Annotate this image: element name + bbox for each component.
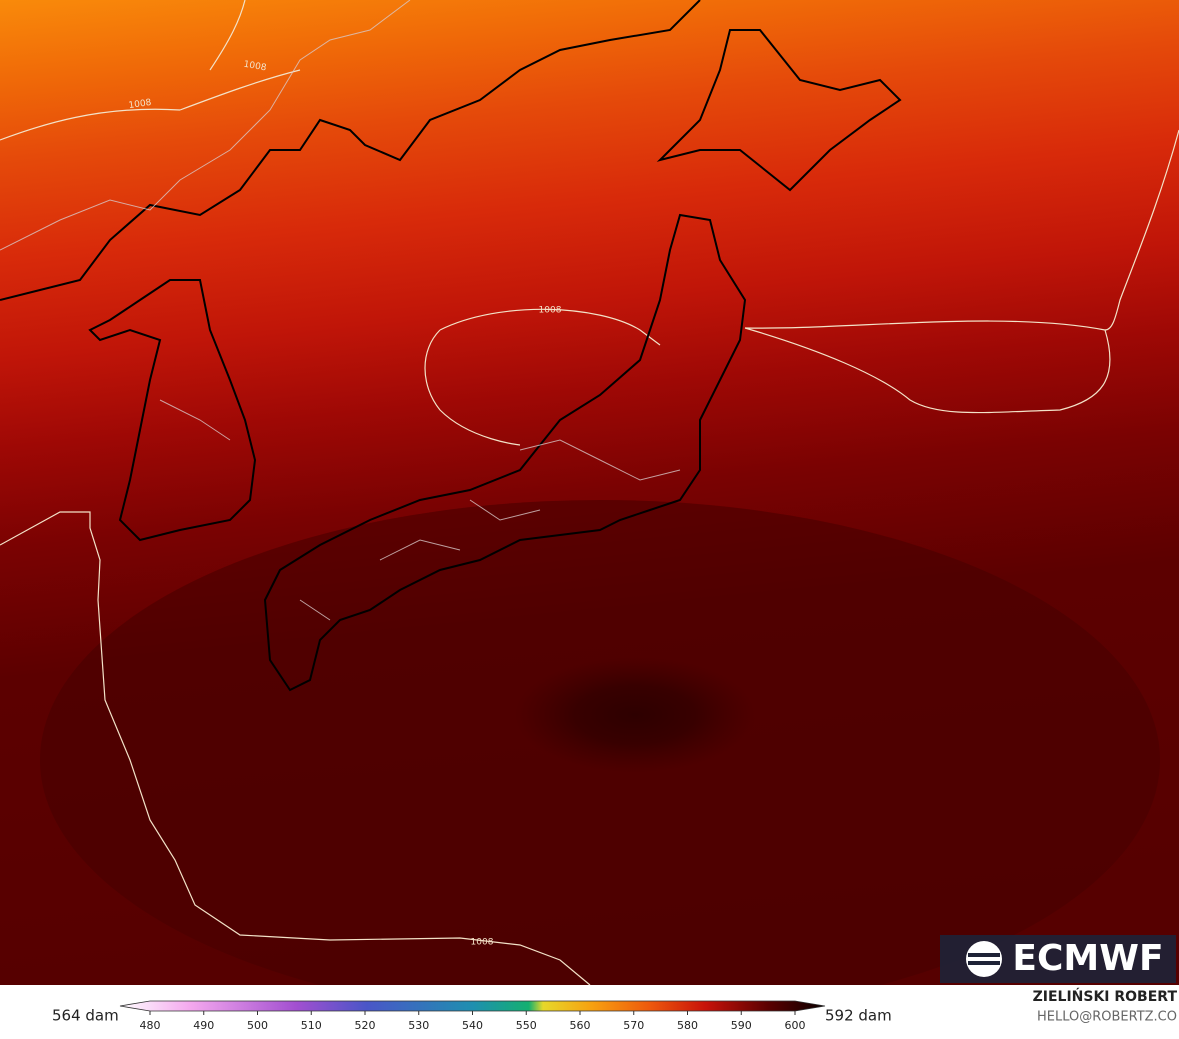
logo: ECMWF [940,935,1176,983]
colorbar [119,1000,826,1012]
colorbar-tick-label: 500 [247,1019,268,1032]
colorbar-min-label: 564 dam [52,1007,119,1025]
colorbar-tick-label: 520 [355,1019,376,1032]
colorbar-tick-label: 490 [193,1019,214,1032]
colorbar-tick-label: 540 [462,1019,483,1032]
height-field-core [515,657,755,773]
isobar [209,0,246,71]
isobar [0,69,301,141]
isobar-label: 1008 [539,306,562,316]
isobar-label: 1008 [128,98,152,111]
coast-japan [263,213,747,692]
colorbar-tick-label: 580 [677,1019,698,1032]
isobar [439,308,1111,414]
colorbar-tick-label: 560 [570,1019,591,1032]
isobar [424,329,521,446]
isobars [0,0,1179,986]
colorbar-tick-label: 530 [408,1019,429,1032]
colorbar-tick-label: 550 [516,1019,537,1032]
colorbar-tick-label: 590 [731,1019,752,1032]
credit-author: ZIELIŃSKI ROBERT [1033,987,1178,1005]
logo-icon [966,941,1002,977]
isobar [1104,129,1179,331]
colorbar-tick-label: 600 [785,1019,806,1032]
colorbar-max-label: 592 dam [825,1007,892,1025]
isobar-labels: 1008 1008 1008 1008 [128,60,562,948]
border [159,399,681,621]
isobar [0,511,591,986]
colorbar-tick-label: 480 [140,1019,161,1032]
coast [0,0,701,301]
logo-text: ECMWF [1012,938,1163,979]
isobar-label: 1008 [243,60,268,74]
credit-contact: HELLO@ROBERTZ.CO [1037,1010,1177,1025]
coastlines [0,0,902,692]
coast-korea [88,279,257,542]
colorbar-tick-label: 510 [301,1019,322,1032]
colorbar-tick-label: 570 [623,1019,644,1032]
borders [0,0,681,621]
isobar-label: 1008 [471,938,494,948]
border [0,0,411,251]
colorbar-ticks: 480 490 500 510 520 530 540 550 560 570 580 590 600 [140,1011,806,1032]
coast-sakhalin [656,29,902,192]
logo-icon-lines [968,953,1000,965]
